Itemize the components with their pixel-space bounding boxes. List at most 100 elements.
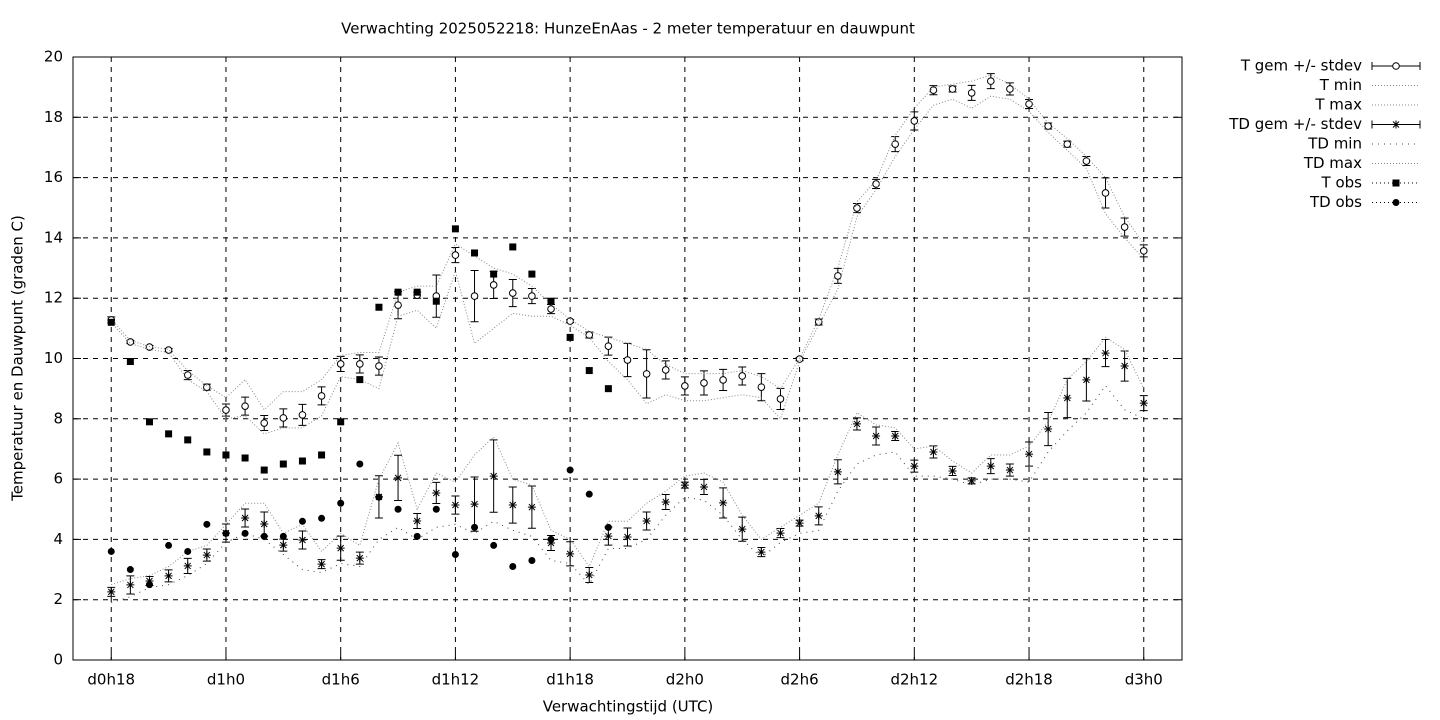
y-tick-label: 16 xyxy=(44,168,63,186)
mean-marker xyxy=(776,529,785,538)
mean-marker xyxy=(508,501,517,510)
mean-marker xyxy=(948,85,957,93)
x-tick-label: d0h18 xyxy=(87,671,135,689)
obs-marker xyxy=(394,505,402,513)
obs-marker xyxy=(547,535,555,543)
obs-marker xyxy=(375,303,383,311)
x-tick-label: d2h18 xyxy=(1005,671,1053,689)
mean-marker xyxy=(604,342,613,350)
mean-marker xyxy=(642,370,651,378)
mean-marker xyxy=(470,500,479,509)
mean-marker xyxy=(719,498,728,507)
obs-marker xyxy=(260,532,268,540)
obs-marker xyxy=(184,547,192,555)
mean-marker xyxy=(260,419,269,427)
obs-marker xyxy=(490,541,498,549)
obs-marker xyxy=(222,529,230,537)
mean-marker xyxy=(451,501,460,510)
obs-marker xyxy=(528,557,536,565)
y-tick-label: 20 xyxy=(44,48,63,66)
mean-marker xyxy=(1139,247,1148,255)
obs-marker xyxy=(413,532,421,540)
mean-marker xyxy=(202,551,211,560)
y-tick-label: 18 xyxy=(44,108,63,126)
mean-marker xyxy=(757,548,766,557)
mean-marker xyxy=(336,544,345,553)
obs-marker xyxy=(107,547,115,555)
mean-marker xyxy=(260,520,269,529)
obs-marker xyxy=(471,523,479,531)
mean-marker xyxy=(699,482,708,491)
mean-marker xyxy=(948,466,957,475)
mean-marker xyxy=(967,476,976,485)
mean-marker xyxy=(394,473,403,482)
range-line xyxy=(110,74,1145,411)
mean-marker xyxy=(432,488,441,497)
obs-marker xyxy=(1392,199,1400,206)
y-tick-label: 8 xyxy=(53,409,63,427)
mean-marker xyxy=(910,462,919,471)
mean-marker xyxy=(891,431,900,440)
x-tick-label: d3h0 xyxy=(1125,671,1163,689)
obs-marker xyxy=(241,529,249,537)
mean-marker xyxy=(241,513,250,522)
mean-marker xyxy=(528,292,536,300)
obs-marker xyxy=(165,430,173,438)
mean-marker xyxy=(585,570,594,579)
mean-marker xyxy=(852,419,861,428)
mean-marker xyxy=(279,414,288,422)
range-line xyxy=(111,384,1144,604)
obs-marker xyxy=(356,460,364,468)
mean-marker xyxy=(700,379,708,387)
x-tick-label: d2h12 xyxy=(890,671,938,689)
mean-marker xyxy=(1101,189,1110,197)
mean-marker xyxy=(853,204,861,212)
mean-marker xyxy=(623,532,632,541)
x-tick-label: d2h6 xyxy=(781,671,819,689)
obs-marker xyxy=(241,454,249,462)
y-tick-label: 10 xyxy=(44,349,63,367)
x-tick-label: d1h0 xyxy=(207,671,245,689)
x-axis-label: Verwachtingstijd (UTC) xyxy=(543,698,714,716)
mean-marker xyxy=(967,89,976,97)
y-tick-label: 2 xyxy=(53,590,63,608)
obs-marker xyxy=(126,358,134,366)
mean-marker xyxy=(489,472,498,481)
mean-marker xyxy=(1392,62,1400,70)
mean-marker xyxy=(336,360,345,368)
mean-marker xyxy=(1063,393,1072,402)
mean-marker xyxy=(547,539,556,548)
mean-marker xyxy=(413,517,422,526)
x-tick-label: d2h0 xyxy=(666,671,704,689)
obs-marker xyxy=(203,448,211,456)
mean-marker xyxy=(738,372,747,380)
mean-marker xyxy=(910,117,919,125)
obs-marker xyxy=(566,466,574,474)
mean-marker xyxy=(1120,223,1129,231)
mean-marker xyxy=(1044,122,1052,130)
mean-marker xyxy=(355,554,364,563)
chart-title: Verwachting 2025052218: HunzeEnAas - 2 m… xyxy=(341,20,915,38)
mean-marker xyxy=(1082,375,1091,384)
mean-marker xyxy=(394,301,402,309)
obs-marker xyxy=(432,297,440,305)
obs-marker xyxy=(604,385,612,393)
obs-marker xyxy=(413,288,421,296)
obs-marker xyxy=(509,563,517,571)
mean-marker xyxy=(1120,362,1129,371)
obs-marker xyxy=(222,451,230,459)
mean-marker xyxy=(814,511,823,520)
mean-marker xyxy=(1025,450,1034,459)
mean-marker xyxy=(1025,100,1033,108)
y-tick-label: 4 xyxy=(53,530,63,548)
mean-marker xyxy=(241,402,249,410)
obs-marker xyxy=(337,499,345,507)
mean-marker xyxy=(164,571,173,580)
mean-marker xyxy=(1006,85,1014,93)
x-tick-label: d1h6 xyxy=(322,671,360,689)
mean-marker xyxy=(661,498,670,507)
mean-marker xyxy=(566,317,574,325)
legend-label: TD max xyxy=(1303,154,1362,172)
obs-marker xyxy=(318,514,326,522)
